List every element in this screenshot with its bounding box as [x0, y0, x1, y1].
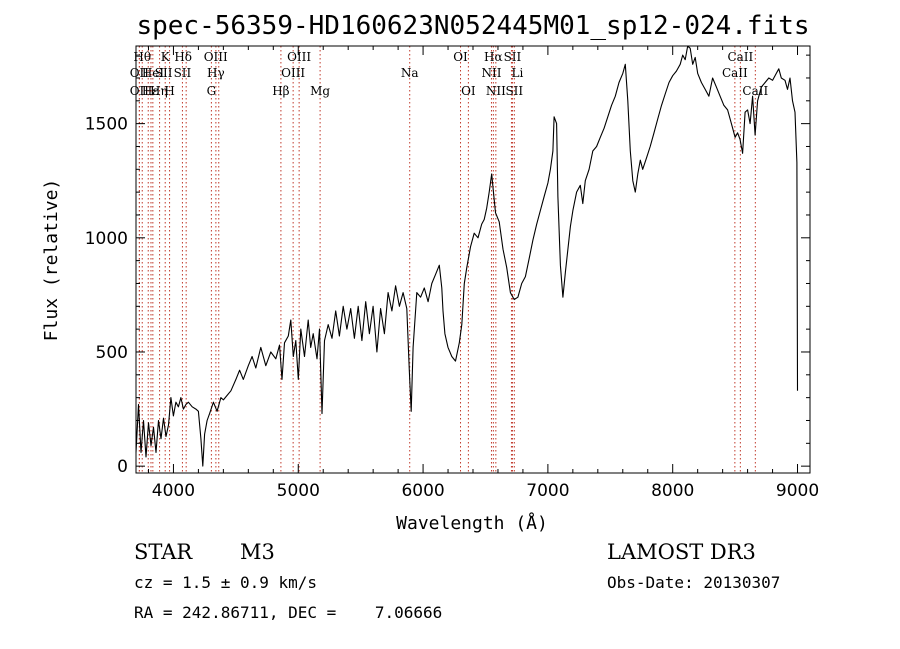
- y-tick-label: 1000: [85, 229, 128, 249]
- spectral-line-label: Hη: [150, 84, 168, 98]
- spectral-line-label: Hδ: [174, 50, 192, 64]
- spectral-line-label: SII: [174, 66, 192, 80]
- spectral-line-label: CaII: [742, 84, 768, 98]
- spectral-line-label: OIII: [281, 66, 305, 80]
- spectral-line-label: Hβ: [272, 84, 289, 98]
- survey-name: LAMOST DR3: [607, 540, 756, 564]
- x-tick-label: 6000: [401, 481, 444, 501]
- spectral-line-label: OIII: [287, 50, 311, 64]
- plot-frame: [135, 45, 811, 474]
- spectral-line-label: Hγ: [207, 66, 225, 80]
- spectral-line-label: K: [161, 50, 171, 64]
- spectral-line-label: OII: [130, 66, 150, 80]
- x-tick-label: 9000: [776, 481, 819, 501]
- redshift-text: cz = 1.5 ± 0.9 km/s: [134, 573, 318, 592]
- y-tick-label: 0: [117, 457, 128, 477]
- spectral-line-label: CaII: [722, 66, 748, 80]
- spectral-line-label: Na: [401, 66, 419, 80]
- x-tick-label: 4000: [152, 481, 195, 501]
- x-axis-label: Wavelength (Å): [396, 512, 548, 534]
- x-tick-label: 8000: [651, 481, 694, 501]
- spectral-line-label: OI: [453, 50, 468, 64]
- spectral-line-label: Li: [512, 66, 524, 80]
- spectral-line-label: Mg: [310, 84, 330, 98]
- spectral-line-label: G: [207, 84, 217, 98]
- spectrum-line: [135, 45, 799, 467]
- object-subclass: M3: [240, 540, 275, 564]
- spectral-line-label: OIII: [204, 50, 228, 64]
- spectral-line-label: NII: [481, 66, 501, 80]
- spectral-line-label: HeI: [142, 66, 165, 80]
- spectral-line-label: Hα: [484, 50, 503, 64]
- y-tick-label: 500: [96, 343, 128, 363]
- chart-title: spec-56359-HD160623N052445M01_sp12-024.f…: [136, 11, 809, 41]
- spectral-line-label: OI: [461, 84, 476, 98]
- spectral-line-label: SII: [504, 50, 522, 64]
- spectral-line-label: NII: [486, 84, 506, 98]
- spectral-line-label: H: [164, 84, 174, 98]
- y-axis-label: Flux (relative): [41, 179, 62, 342]
- spectral-line-label: CaII: [727, 50, 753, 64]
- coordinates-text: RA = 242.86711, DEC = 7.06666: [134, 603, 443, 622]
- spectral-line-label: SII: [505, 84, 523, 98]
- spectral-line-label: SII: [155, 66, 173, 80]
- x-tick-label: 7000: [526, 481, 569, 501]
- object-class: STAR: [134, 540, 193, 564]
- spectral-line-label: Hε: [142, 84, 159, 98]
- x-tick-label: 5000: [277, 481, 320, 501]
- y-tick-label: 1500: [85, 115, 128, 135]
- obs-date-text: Obs-Date: 20130307: [607, 573, 781, 592]
- spectral-line-label: Hθ: [133, 50, 151, 64]
- spectral-line-label: OII: [130, 84, 150, 98]
